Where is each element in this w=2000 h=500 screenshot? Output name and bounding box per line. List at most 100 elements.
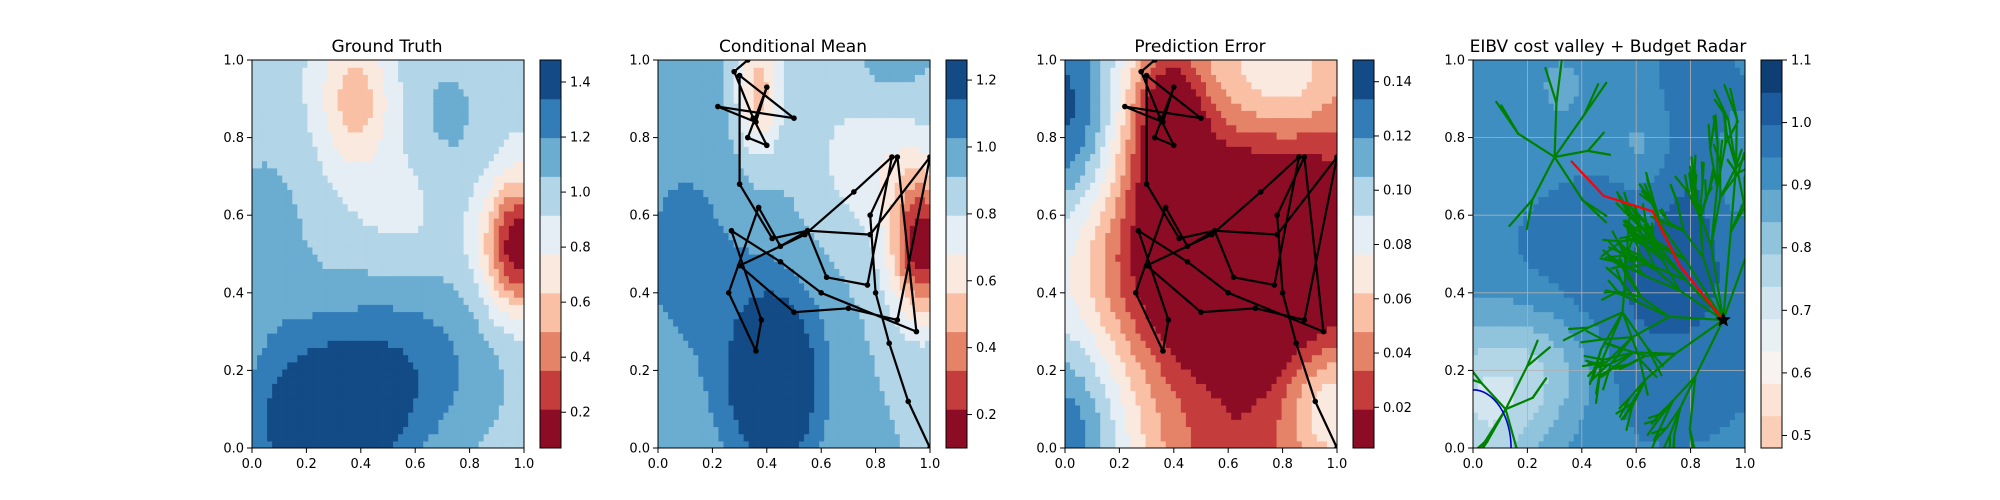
heatmap-cell xyxy=(728,182,735,190)
heatmap-cell xyxy=(322,131,329,140)
heatmap-cell xyxy=(683,160,689,169)
heatmap-cell xyxy=(819,304,825,313)
heatmap-cell xyxy=(332,196,339,205)
heatmap-cell xyxy=(829,304,835,313)
heatmap-cell xyxy=(824,397,830,406)
heatmap-cell xyxy=(443,368,450,377)
heatmap-cell xyxy=(493,110,500,119)
heatmap-cell xyxy=(513,282,520,291)
heatmap-cell xyxy=(287,210,293,219)
heatmap-cell xyxy=(698,354,704,363)
heatmap-cell xyxy=(413,383,419,392)
x-tick-label: 0.8 xyxy=(459,457,480,472)
heatmap-cell xyxy=(483,404,490,413)
heatmap-cell xyxy=(448,239,455,248)
heatmap-cell xyxy=(804,361,810,370)
heatmap-cell xyxy=(357,268,364,277)
heatmap-cell xyxy=(297,304,303,313)
heatmap-cell xyxy=(703,246,709,255)
heatmap-cell xyxy=(773,304,780,313)
heatmap-cell xyxy=(809,275,815,284)
heatmap-cell xyxy=(408,318,414,327)
heatmap-cell xyxy=(297,368,303,377)
heatmap-cell xyxy=(357,74,364,83)
heatmap-cell xyxy=(438,131,445,140)
heatmap-cell xyxy=(252,333,258,341)
heatmap-cell xyxy=(743,225,750,234)
heatmap-cell xyxy=(327,368,334,377)
heatmap-cell xyxy=(287,261,293,269)
heatmap-cell xyxy=(302,146,309,155)
heatmap-cell xyxy=(347,275,354,284)
heatmap-cell xyxy=(753,218,760,226)
heatmap-cell xyxy=(488,282,495,291)
heatmap-cell xyxy=(673,333,679,341)
heatmap-cell xyxy=(443,311,450,320)
heatmap-cell xyxy=(453,282,460,291)
heatmap-cell xyxy=(498,81,505,90)
heatmap-cell xyxy=(448,318,455,327)
heatmap-cell xyxy=(377,254,384,262)
heatmap-cell xyxy=(708,282,715,291)
heatmap-cell xyxy=(839,232,845,241)
heatmap-cell xyxy=(493,239,500,248)
heatmap-cell xyxy=(458,347,465,356)
heatmap-cell xyxy=(282,124,288,133)
heatmap-cell xyxy=(438,196,445,205)
heatmap-cell xyxy=(468,88,475,97)
heatmap-cell xyxy=(352,103,359,111)
heatmap-cell xyxy=(733,225,740,234)
heatmap-cell xyxy=(282,95,288,104)
heatmap-cell xyxy=(428,361,434,370)
heatmap-cell xyxy=(718,297,725,305)
heatmap-cell xyxy=(508,426,515,435)
heatmap-cell xyxy=(809,318,815,327)
heatmap-cell xyxy=(673,60,679,68)
heatmap-cell xyxy=(443,218,450,226)
heatmap-cell xyxy=(703,261,709,269)
heatmap-cell xyxy=(728,268,735,277)
heatmap-cell xyxy=(342,289,349,298)
heatmap-cell xyxy=(839,225,845,234)
heatmap-cell xyxy=(382,182,389,190)
heatmap-cell xyxy=(693,81,699,90)
heatmap-cell xyxy=(763,167,770,176)
heatmap-cell xyxy=(393,325,399,334)
heatmap-cell xyxy=(753,146,760,155)
heatmap-cell xyxy=(418,88,424,97)
heatmap-cell xyxy=(267,440,273,448)
heatmap-cell xyxy=(794,304,800,313)
heatmap-cell xyxy=(478,304,485,313)
heatmap-cell xyxy=(277,282,283,291)
heatmap-cell xyxy=(327,139,334,147)
heatmap-cell xyxy=(322,88,329,97)
heatmap-cell xyxy=(327,95,334,104)
heatmap-cell xyxy=(453,440,460,448)
heatmap-cell xyxy=(413,354,419,363)
heatmap-cell xyxy=(473,218,480,226)
heatmap-cell xyxy=(673,282,679,291)
heatmap-cell xyxy=(438,88,445,97)
heatmap-cell xyxy=(663,426,669,435)
heatmap-cell xyxy=(277,419,283,428)
heatmap-cell xyxy=(758,354,765,363)
heatmap-cell xyxy=(272,347,278,356)
heatmap-cell xyxy=(408,311,414,320)
heatmap-cell xyxy=(398,397,404,406)
heatmap-cell xyxy=(252,282,258,291)
heatmap-cell xyxy=(673,103,679,111)
heatmap-cell xyxy=(458,311,465,320)
heatmap-cell xyxy=(508,261,515,269)
heatmap-cell xyxy=(302,390,309,399)
heatmap-cell xyxy=(327,182,334,190)
heatmap-cell xyxy=(678,397,684,406)
heatmap-cell xyxy=(337,275,344,284)
heatmap-cell xyxy=(257,325,263,334)
heatmap-cell xyxy=(307,440,314,448)
heatmap-cell xyxy=(372,275,379,284)
heatmap-cell xyxy=(668,182,674,190)
heatmap-cell xyxy=(804,368,810,377)
heatmap-cell xyxy=(773,390,780,399)
heatmap-cell xyxy=(493,246,500,255)
heatmap-cell xyxy=(312,433,319,442)
